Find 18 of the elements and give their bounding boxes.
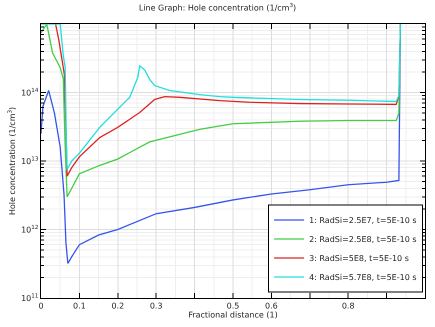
x-tick-label: 0.1 <box>73 302 86 311</box>
x-tick-label: 0.5 <box>226 302 240 311</box>
y-tick-label: 10$^{12}$ <box>21 224 38 234</box>
y-tick-label: 10$^{13}$ <box>21 155 39 166</box>
legend-label: 1: RadSi=2.5E7, t=5E-10 s <box>309 216 416 226</box>
x-tick-label: 0.3 <box>150 302 163 311</box>
x-tick-label: 0.8 <box>342 302 355 311</box>
x-tick-label: 0 <box>38 302 44 311</box>
x-tick-label: 0.2 <box>111 302 124 311</box>
x-tick-label: 0.6 <box>265 302 278 311</box>
line-series <box>41 24 402 198</box>
legend-label: 2: RadSi=2.5E8, t=5E-10 s <box>309 235 416 244</box>
y-tick-label: 10$^{14}$ <box>21 86 39 98</box>
legend-label: 4: RadSi=5.7E8, t=5E-10 s <box>309 273 416 282</box>
x-axis-title: Fractional distance (1) <box>188 310 278 320</box>
y-tick-label: 10$^{11}$ <box>21 292 39 303</box>
chart-title: Line Graph: Hole concentration (1/cm$^{3}$) <box>138 2 296 13</box>
legend-label: 3: RadSi=5E8, t=5E-10 s <box>309 254 409 264</box>
